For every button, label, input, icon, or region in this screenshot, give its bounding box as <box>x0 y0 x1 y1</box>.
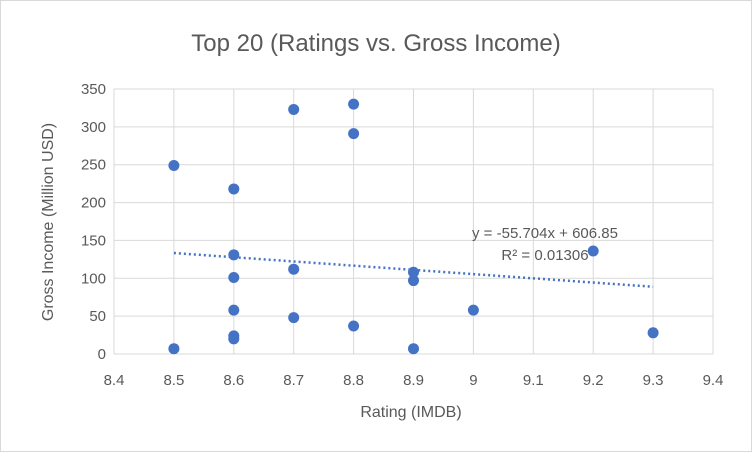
data-point <box>408 343 419 355</box>
y-tick-label: 250 <box>81 157 106 174</box>
x-axis-title: Rating (IMDB) <box>360 404 461 421</box>
data-point <box>228 304 240 316</box>
data-point <box>467 304 479 316</box>
y-axis-title: Gross Income (Million USD) <box>40 123 57 321</box>
x-tick-label: 8.9 <box>403 372 424 389</box>
x-tick-label: 8.4 <box>104 372 125 389</box>
x-tick-label: 8.5 <box>163 372 184 389</box>
x-tick-label: 9.4 <box>703 372 724 389</box>
x-tick-label: 9.2 <box>583 372 604 389</box>
data-point <box>408 266 419 278</box>
data-point <box>228 249 240 261</box>
x-tick-label: 9 <box>469 372 477 389</box>
trendline-r-squared: R² = 0.01306 <box>501 247 588 264</box>
y-tick-label: 350 <box>81 81 106 98</box>
data-point <box>348 320 360 332</box>
y-tick-label: 200 <box>81 195 106 212</box>
y-tick-label: 50 <box>89 308 106 325</box>
y-tick-label: 0 <box>98 346 106 363</box>
data-point <box>647 327 659 339</box>
data-point <box>288 312 300 324</box>
data-point <box>288 103 300 115</box>
y-tick-label: 100 <box>81 270 106 287</box>
data-point <box>168 343 180 355</box>
x-tick-label: 9.1 <box>523 372 544 389</box>
trendline-equation: y = -55.704x + 606.85 <box>472 225 618 242</box>
data-point <box>348 128 360 140</box>
x-tick-label: 9.3 <box>643 372 664 389</box>
x-tick-label: 8.8 <box>343 372 364 389</box>
chart-title: Top 20 (Ratings vs. Gross Income) <box>191 30 560 57</box>
data-point <box>408 275 419 287</box>
data-point <box>288 263 300 275</box>
data-point <box>348 98 360 110</box>
data-point <box>228 272 240 284</box>
y-tick-label: 150 <box>81 232 106 249</box>
y-tick-label: 300 <box>81 119 106 136</box>
gridlines <box>113 88 714 355</box>
data-point <box>168 159 180 171</box>
data-point <box>228 183 240 195</box>
tick-labels: 0 50 100 150 200 250 300 350 8.4 8.5 8.6 8.7 8.8 8.9 9… <box>81 81 723 389</box>
x-tick-label: 8.7 <box>283 372 304 389</box>
x-tick-label: 8.6 <box>223 372 244 389</box>
data-point <box>587 245 599 257</box>
data-points <box>168 98 659 355</box>
data-point <box>228 333 240 345</box>
